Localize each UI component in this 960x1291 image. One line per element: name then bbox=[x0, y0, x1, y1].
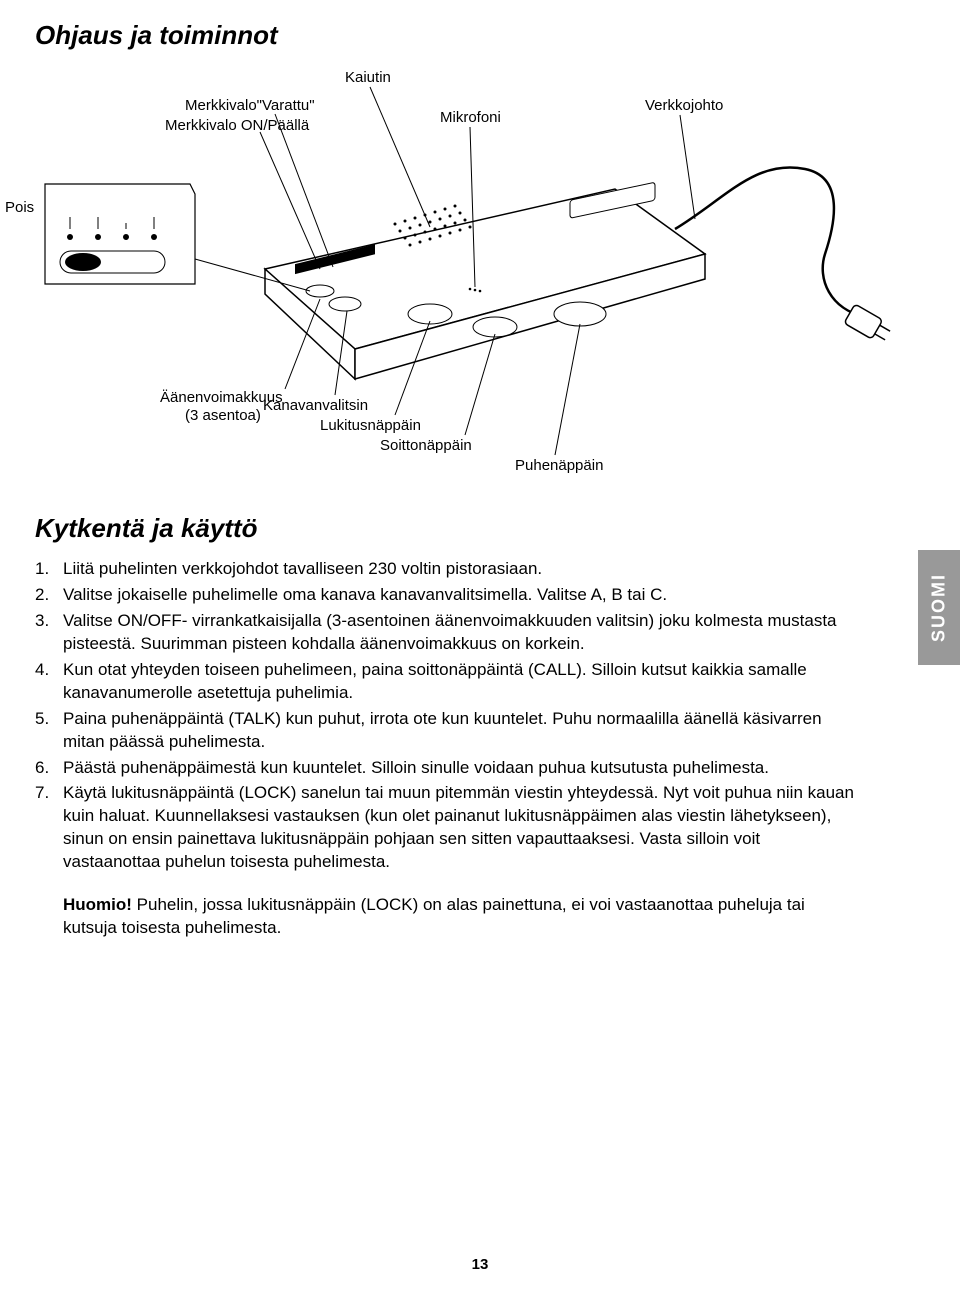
step-1: Liitä puhelinten verkkojohdot tavallisee… bbox=[63, 558, 855, 581]
diagram-svg bbox=[35, 69, 905, 499]
label-pois: Pois bbox=[5, 199, 34, 216]
step-6: Päästä puhenäppäimestä kun kuuntelet. Si… bbox=[63, 757, 855, 780]
list-item: 4.Kun otat yhteyden toiseen puhelimeen, … bbox=[35, 659, 855, 705]
steps-list: 1.Liitä puhelinten verkkojohdot tavallis… bbox=[35, 558, 855, 874]
note-paragraph: Huomio! Puhelin, jossa lukitusnäppäin (L… bbox=[35, 894, 855, 940]
page-number: 13 bbox=[472, 1256, 489, 1273]
note-label: Huomio! bbox=[63, 895, 132, 914]
list-item: 6.Päästä puhenäppäimestä kun kuuntelet. … bbox=[35, 757, 855, 780]
list-item: 7.Käytä lukitusnäppäintä (LOCK) sanelun … bbox=[35, 782, 855, 874]
language-tab: SUOMI bbox=[918, 550, 960, 665]
list-item: 1.Liitä puhelinten verkkojohdot tavallis… bbox=[35, 558, 855, 581]
section-title-kytkenta: Kytkentä ja käyttö bbox=[35, 513, 905, 544]
step-3: Valitse ON/OFF- virrankatkaisijalla (3-a… bbox=[63, 610, 855, 656]
step-5: Paina puhenäppäintä (TALK) kun puhut, ir… bbox=[63, 708, 855, 754]
step-7: Käytä lukitusnäppäintä (LOCK) sanelun ta… bbox=[63, 782, 855, 874]
step-2: Valitse jokaiselle puhelimelle oma kanav… bbox=[63, 584, 855, 607]
list-item: 2.Valitse jokaiselle puhelimelle oma kan… bbox=[35, 584, 855, 607]
page-title: Ohjaus ja toiminnot bbox=[35, 20, 905, 51]
step-4: Kun otat yhteyden toiseen puhelimeen, pa… bbox=[63, 659, 855, 705]
device-diagram: Kaiutin Merkkivalo"Varattu" Merkkivalo O… bbox=[35, 69, 905, 499]
list-item: 5.Paina puhenäppäintä (TALK) kun puhut, … bbox=[35, 708, 855, 754]
list-item: 3.Valitse ON/OFF- virrankatkaisijalla (3… bbox=[35, 610, 855, 656]
note-text: Puhelin, jossa lukitusnäppäin (LOCK) on … bbox=[63, 895, 805, 937]
